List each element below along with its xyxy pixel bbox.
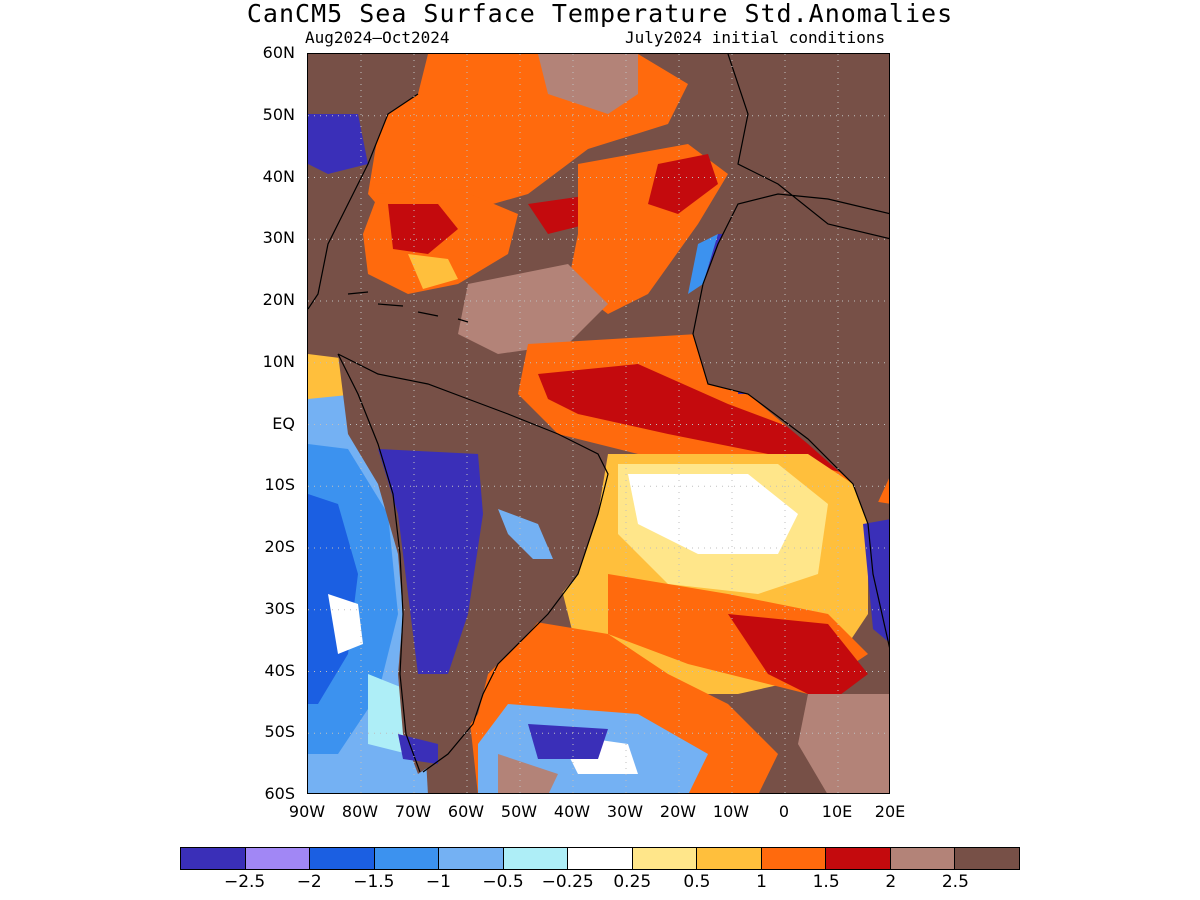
- colorbar-swatch: [439, 848, 504, 869]
- colorbar-swatch: [568, 848, 633, 869]
- lon-label: 70W: [394, 802, 432, 821]
- initial-conditions: July2024 initial conditions: [625, 28, 886, 47]
- forecast-period: Aug2024–Oct2024: [305, 28, 450, 47]
- east-pacific-neutral: [328, 594, 363, 654]
- colorbar-label: −2.5: [223, 872, 266, 892]
- colorbar: [180, 847, 1020, 870]
- gulf-hot-patch: [388, 204, 458, 254]
- north-atlantic-rose: [538, 54, 638, 114]
- lon-label: 0: [778, 802, 790, 821]
- colorbar-label: 2.5: [941, 872, 969, 892]
- lon-label: 50W: [500, 802, 538, 821]
- subtropical-hot-band: [648, 154, 718, 214]
- colorbar-label: 0.5: [683, 872, 711, 892]
- colorbar-swatch: [955, 848, 1019, 869]
- colorbar-swatch: [245, 848, 311, 869]
- lon-label: 30W: [606, 802, 644, 821]
- antarctic-tip-cold: [398, 734, 438, 764]
- lon-label: 10E: [821, 802, 853, 821]
- south-atlantic-hot-streak: [728, 614, 868, 704]
- coastline-americas: [308, 93, 609, 773]
- colorbar-swatch: [503, 848, 569, 869]
- colorbar-swatch: [374, 848, 440, 869]
- map-canvas: [308, 54, 889, 793]
- southern-ocean-rose: [498, 754, 558, 793]
- lat-label: 30N: [262, 228, 295, 248]
- chart-title: CanCM5 Sea Surface Temperature Std.Anoma…: [246, 0, 954, 28]
- colorbar-label: −0.5: [482, 872, 524, 892]
- colorbar-label: −2: [296, 872, 322, 892]
- lat-label: 40S: [264, 660, 295, 680]
- colorbar-label: −0.25: [541, 872, 594, 892]
- southern-ocean-cold-patch: [528, 724, 608, 759]
- canary-cool-edge: [688, 234, 718, 294]
- lat-label: 50S: [264, 722, 295, 742]
- equatorial-hot-belt: [538, 364, 868, 474]
- lat-label: 60N: [262, 43, 295, 62]
- coastline-africa-europe: [692, 54, 889, 648]
- lat-label: 20N: [262, 290, 295, 309]
- caribbean-islands: [347, 291, 469, 323]
- lat-label: 20S: [264, 537, 295, 556]
- benguela-cold: [863, 519, 889, 643]
- lat-label: 10N: [262, 351, 295, 371]
- colorbar-label: 0.25: [613, 872, 652, 892]
- brazil-cool-inlet: [498, 509, 553, 559]
- lon-label: 40W: [553, 802, 591, 821]
- colorbar-label: 1.5: [812, 872, 840, 892]
- lon-label: 10W: [712, 802, 750, 821]
- south-atlantic-neutral: [628, 474, 798, 554]
- colorbar-swatch: [310, 848, 375, 869]
- lat-label: 50N: [262, 104, 295, 124]
- colorbar-label: −1.5: [353, 872, 395, 892]
- colorbar-swatch: [890, 848, 956, 869]
- africa-land: [693, 199, 889, 524]
- europe-land: [728, 54, 889, 244]
- lat-label: EQ: [272, 413, 295, 433]
- lon-label: 90W: [288, 802, 326, 821]
- lat-label: 60S: [264, 784, 295, 803]
- lon-label: 20W: [659, 802, 697, 821]
- canada-cold-coast: [308, 114, 368, 174]
- subtropical-rose-band: [458, 264, 608, 354]
- colorbar-swatch: [632, 848, 698, 869]
- south-atlantic-rose: [798, 694, 889, 793]
- lat-label: 30S: [264, 598, 295, 618]
- colorbar-swatch: [826, 848, 891, 869]
- anomaly-map: [307, 53, 890, 794]
- lon-label: 60W: [447, 802, 485, 821]
- colorbar-swatch: [697, 848, 762, 869]
- colorbar-swatch: [761, 848, 827, 869]
- lon-label: 80W: [341, 802, 379, 821]
- lat-label: 10S: [264, 475, 295, 495]
- colorbar-label: −1: [425, 872, 451, 892]
- andes-cold-strip: [378, 449, 483, 674]
- colorbar-label: 1: [756, 872, 767, 892]
- gulf-pale-patch: [408, 254, 458, 289]
- colorbar-label: 2: [885, 872, 897, 892]
- lon-label: 20E: [874, 802, 906, 821]
- colorbar-swatch: [181, 848, 246, 869]
- lat-label: 40N: [262, 166, 295, 186]
